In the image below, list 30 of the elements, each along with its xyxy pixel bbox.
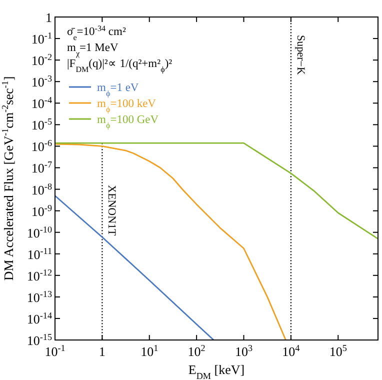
y-tick-label: 10$^{-13}$: [26, 288, 52, 305]
y-tick-label: 10$^{-1}$: [31, 30, 52, 47]
annotation: |F$_{DM}$(q)|²∝ 1/(q²+m²$_{ϕ}$)²: [67, 58, 173, 74]
ref-line-label: XENON1T: [106, 185, 118, 236]
x-tick-label: 10$^{5}$: [329, 343, 348, 359]
y-tick-label: 1: [46, 10, 52, 25]
x-tick-label: 10$^{3}$: [234, 343, 253, 359]
x-tick-label: 10$^{1}$: [140, 343, 158, 359]
y-tick-label: 10$^{-12}$: [26, 267, 52, 284]
x-tick-label: 10$^{2}$: [188, 343, 206, 359]
x-axis-title: E$_{DM}$ [keV]: [188, 362, 245, 380]
ref-line-label: Super−K: [294, 35, 306, 75]
y-tick-label: 10$^{-9}$: [31, 202, 52, 219]
x-tick-label: 1: [98, 344, 106, 359]
legend-label: m$_{ϕ}$=100 keV: [97, 98, 157, 114]
y-tick-label: 10$^{-11}$: [27, 246, 52, 262]
y-tick-label: 10$^{-2}$: [31, 52, 52, 68]
legend-label: m$_{ϕ}$=100 GeV: [97, 114, 160, 130]
y-tick-label: 10$^{-7}$: [31, 160, 52, 176]
y-tick-label: 10$^{-14}$: [26, 310, 52, 326]
y-tick-label: 10$^{-6}$: [31, 138, 52, 154]
legend-label: m$_{ϕ}$=1 eV: [97, 82, 140, 98]
x-tick-label: 10$^{4}$: [282, 343, 300, 359]
y-tick-label: 10$^{-4}$: [31, 95, 52, 112]
annotation: m$_{χ}$=1 MeV: [67, 42, 119, 58]
annotation: σ̄$_{e}$=10$^{-34}$ cm²: [67, 24, 126, 42]
y-tick-label: 10$^{-8}$: [31, 181, 52, 198]
y-tick-label: 10$^{-10}$: [26, 224, 52, 240]
y-tick-label: 10$^{-5}$: [31, 116, 52, 133]
y-tick-label: 10$^{-3}$: [31, 74, 52, 90]
